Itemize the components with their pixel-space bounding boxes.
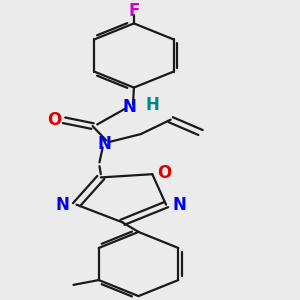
Text: N: N: [97, 135, 111, 153]
Text: O: O: [47, 111, 61, 129]
Text: F: F: [128, 2, 140, 20]
Text: H: H: [146, 96, 159, 114]
Text: N: N: [172, 196, 186, 214]
Text: O: O: [157, 164, 171, 181]
Text: N: N: [122, 98, 136, 116]
Text: N: N: [56, 196, 70, 214]
